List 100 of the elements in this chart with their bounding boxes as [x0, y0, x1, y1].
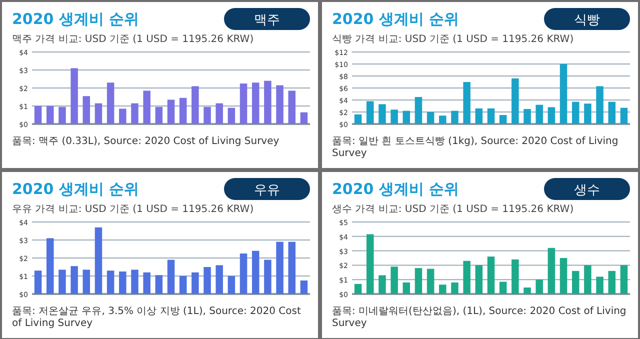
- bar: [584, 265, 592, 294]
- bar: [390, 266, 398, 294]
- text: 품목: 저온살균 우유, 3.5% 이상 지방 (1L), Source: 2020 Cost of Living Survey: [12, 306, 302, 330]
- bar: [34, 106, 42, 124]
- bar: [46, 106, 54, 124]
- bar: [167, 260, 175, 294]
- bar: [131, 103, 138, 124]
- bar: [354, 114, 362, 124]
- bar: [155, 106, 163, 124]
- bar: [366, 234, 374, 294]
- bar: [499, 115, 507, 124]
- bar: [390, 110, 398, 124]
- bar: [119, 108, 126, 124]
- bar: [426, 268, 434, 294]
- bar: [106, 82, 114, 124]
- y-axis-title: 우유 가격 비교: USD 기준 (1 USD = 1195.26 KRW): [12, 204, 254, 215]
- bar: [119, 272, 126, 294]
- bar: [512, 78, 519, 124]
- bar: [463, 82, 470, 124]
- bar: [402, 110, 410, 124]
- bar: [276, 85, 284, 124]
- chart-subtitle: 맥주: [254, 13, 280, 28]
- y-axis-title: 생수 가격 비교: USD 기준 (1 USD = 1195.26 KRW): [332, 204, 574, 215]
- chart-subtitle: 식빵: [574, 13, 600, 28]
- bar: [167, 100, 175, 124]
- bar: [82, 270, 90, 294]
- text: 품목: 일반 흰 토스트식빵 (1kg), Source: 2020 Cost of Living Survey: [332, 136, 620, 160]
- bar: [499, 282, 507, 294]
- text: 품목: 맥주 (0.33L), Source: 2020 Cost of Living Survey: [12, 136, 280, 148]
- bar: [620, 108, 628, 124]
- bar: [439, 284, 446, 294]
- bar: [300, 112, 308, 124]
- bar: [143, 90, 150, 124]
- bar: [58, 270, 66, 294]
- bar: [572, 102, 580, 124]
- bar: [487, 108, 495, 124]
- bar: [216, 103, 223, 124]
- bar: [560, 64, 568, 124]
- bar: [46, 238, 54, 294]
- bar: [70, 68, 78, 124]
- bar: [414, 268, 422, 294]
- bar: [426, 112, 434, 124]
- bar: [58, 106, 66, 124]
- bar: [288, 90, 296, 124]
- bar: [300, 280, 308, 294]
- bar: [378, 275, 386, 294]
- bar: [252, 250, 260, 294]
- bar: [70, 266, 78, 294]
- bar: [475, 108, 483, 124]
- bar: [94, 103, 102, 124]
- bar: [240, 254, 248, 294]
- bar: [179, 98, 187, 124]
- bar: [216, 265, 223, 294]
- bar: [82, 96, 90, 124]
- bar: [548, 107, 556, 124]
- bar: [560, 258, 568, 294]
- bar: [402, 282, 410, 294]
- chart-title: 2020 생계비 순위: [12, 180, 140, 198]
- bar: [487, 256, 495, 294]
- bar: [106, 270, 114, 294]
- bar: [228, 108, 236, 124]
- bar: [143, 272, 150, 294]
- bar: [596, 86, 604, 124]
- bar: [192, 272, 199, 294]
- bar: [524, 109, 531, 124]
- bar: [192, 86, 199, 124]
- chart-subtitle: 생수: [574, 183, 600, 198]
- bar: [131, 270, 138, 294]
- bar: [204, 106, 211, 124]
- bar: [354, 284, 362, 294]
- chart-title: 2020 생계비 순위: [12, 10, 140, 28]
- bar: [463, 260, 470, 294]
- bar: [439, 116, 446, 124]
- bar: [524, 288, 531, 294]
- y-axis-title: 맥주 가격 비교: USD 기준 (1 USD = 1195.26 KRW): [12, 34, 254, 45]
- bar: [264, 80, 272, 124]
- bar: [548, 248, 556, 294]
- bar: [414, 97, 422, 124]
- bar: [572, 270, 580, 294]
- bar: [475, 265, 483, 294]
- bar: [155, 275, 163, 294]
- y-axis-title: 식빵 가격 비교: USD 기준 (1 USD = 1195.26 KRW): [332, 34, 574, 45]
- chart-title: 2020 생계비 순위: [332, 10, 460, 28]
- bar: [240, 84, 248, 124]
- bar: [512, 259, 519, 294]
- bar: [179, 276, 187, 294]
- bar: [34, 270, 42, 294]
- bar: [378, 104, 386, 124]
- text: 품목: 미네랄워터(탄산없음), (1L), Source: 2020 Cost of Living Survey: [332, 306, 628, 330]
- bar: [228, 276, 236, 294]
- chart-subtitle: 우유: [254, 183, 280, 198]
- bar: [451, 110, 458, 124]
- bar: [451, 282, 458, 294]
- bar: [536, 104, 543, 124]
- bar: [204, 267, 211, 294]
- bar: [608, 102, 616, 124]
- bar: [264, 260, 272, 294]
- bar: [94, 227, 102, 294]
- bar: [252, 82, 260, 124]
- bar: [536, 280, 543, 294]
